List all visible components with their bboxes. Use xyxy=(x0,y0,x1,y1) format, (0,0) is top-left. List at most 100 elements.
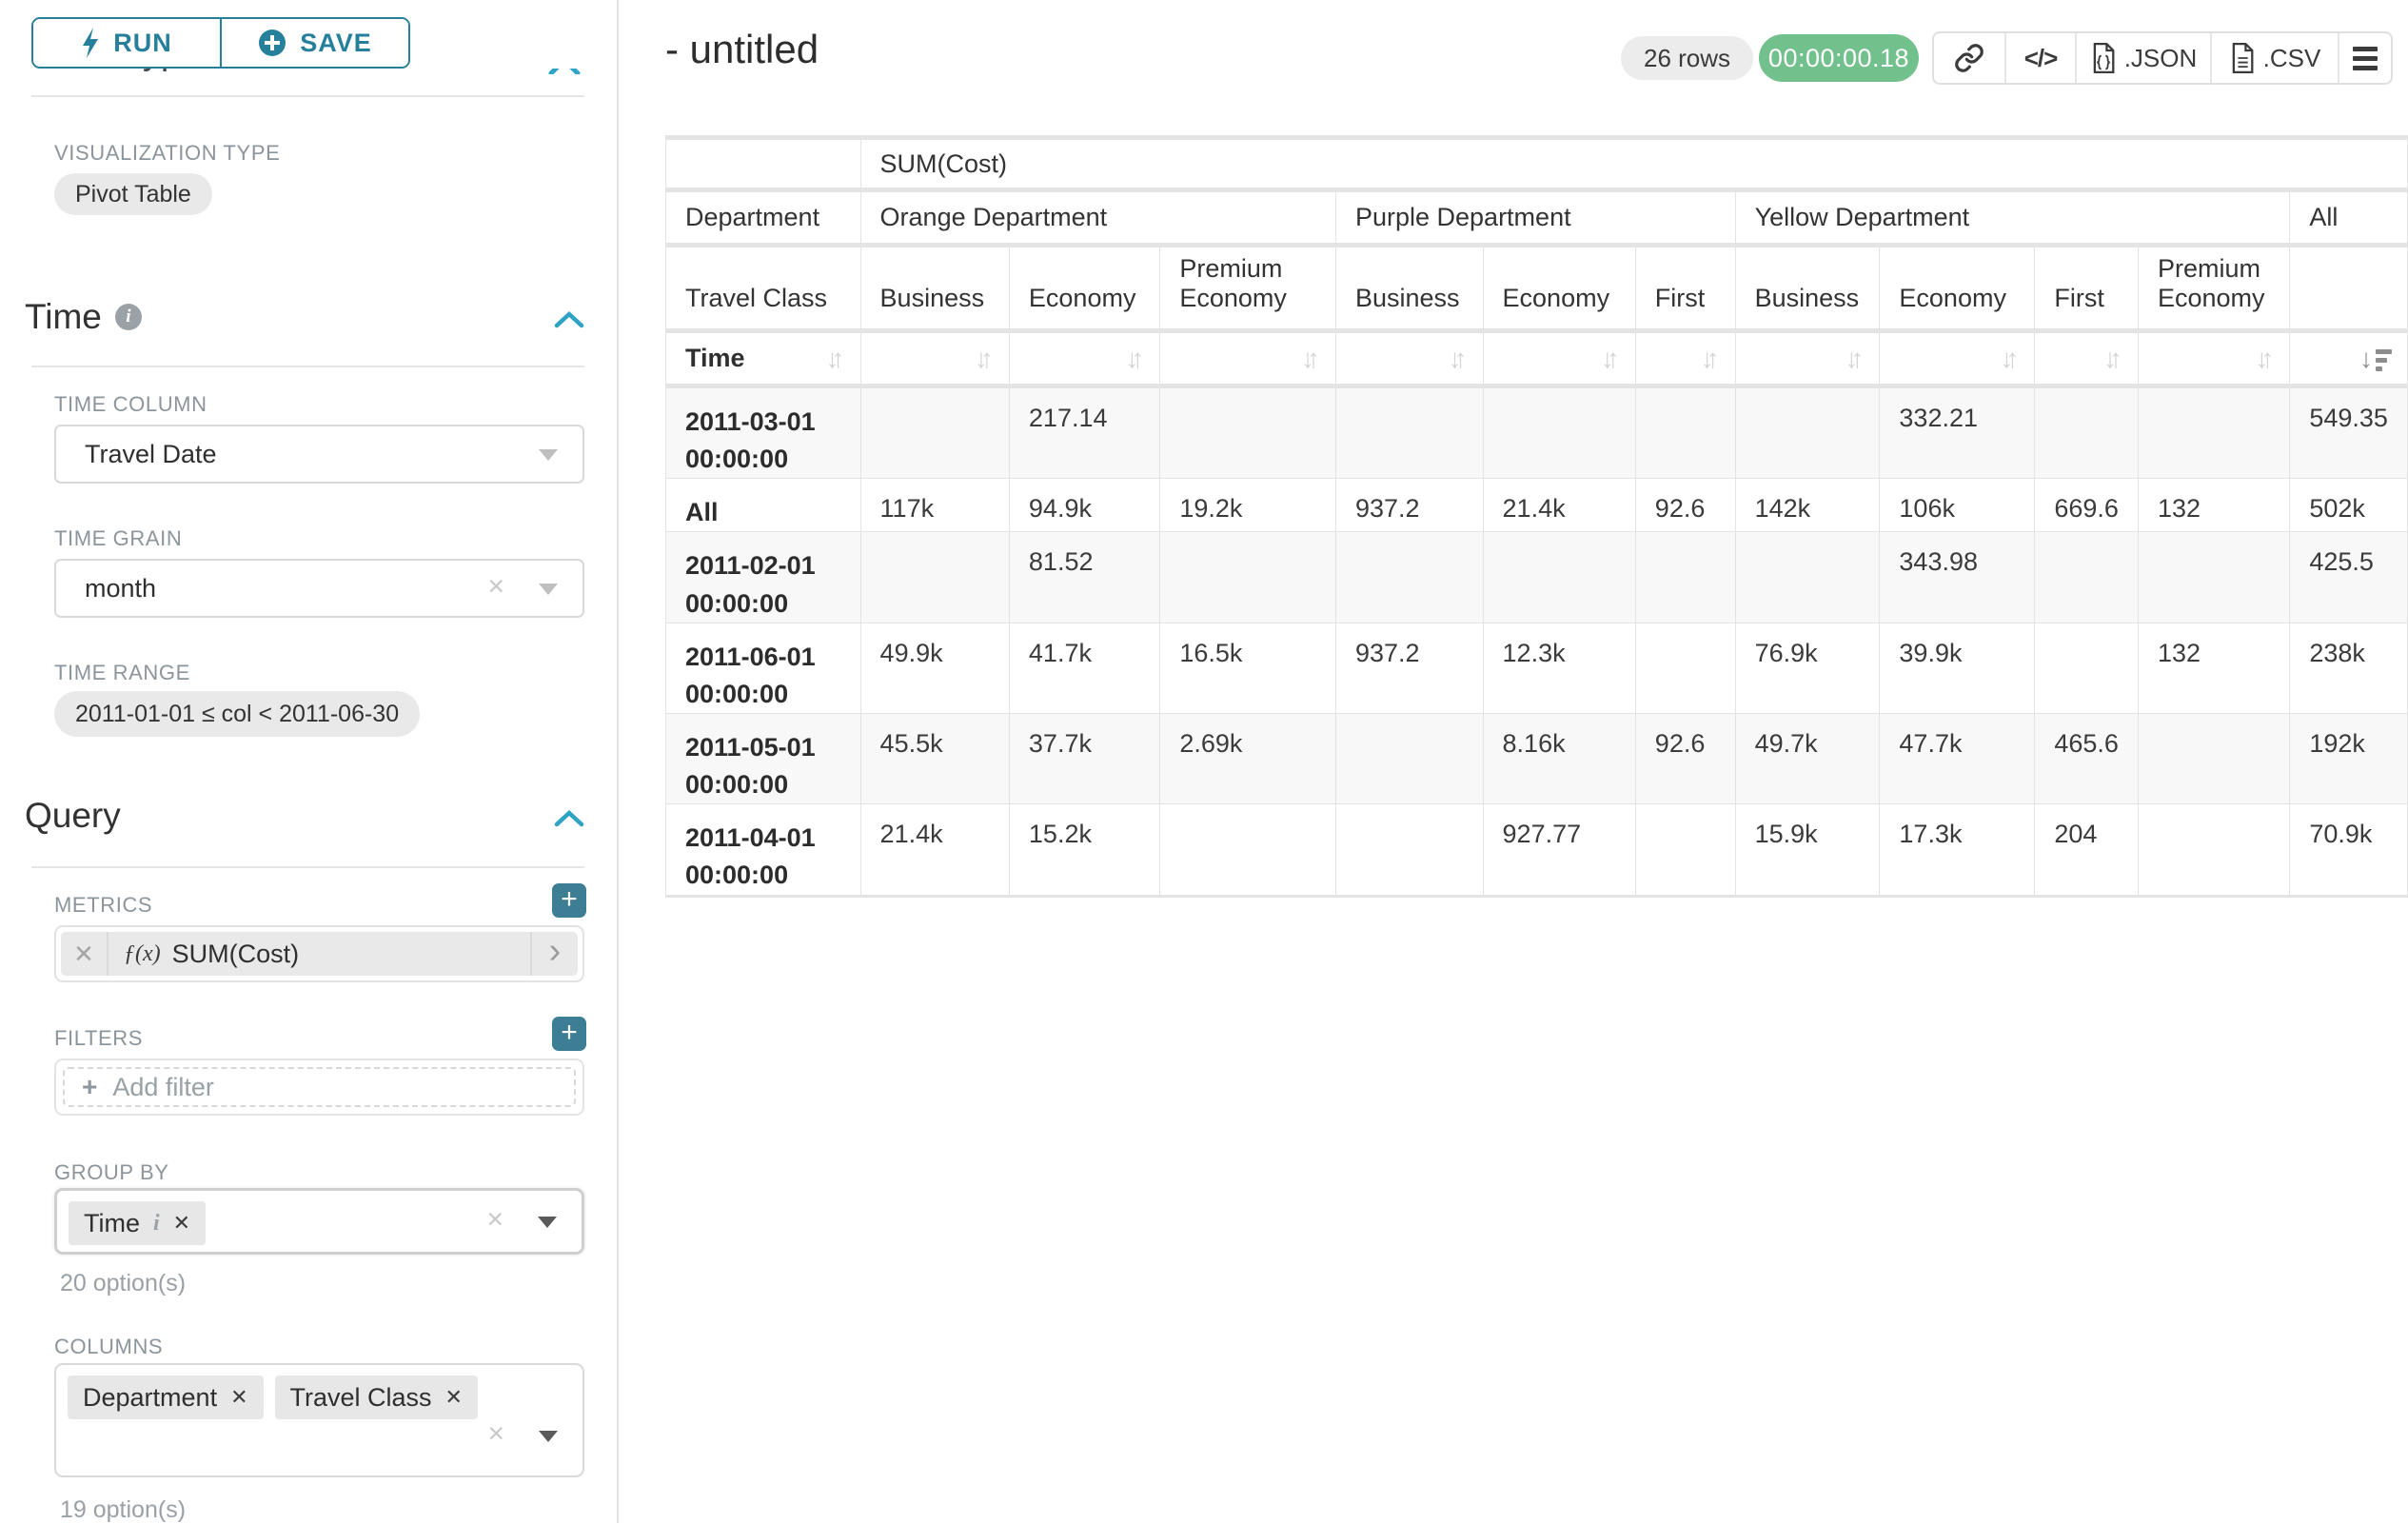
cell-value: 16.5k xyxy=(1160,623,1336,713)
sort-icon[interactable]: ↓↑ xyxy=(2255,344,2274,374)
sort-icon[interactable]: ↓↑ xyxy=(1701,344,1720,374)
lightning-icon xyxy=(81,28,100,58)
add-metric-button[interactable]: + xyxy=(552,883,586,918)
collapse-query-icon[interactable] xyxy=(554,809,584,828)
time-grain-select[interactable]: month × xyxy=(54,559,584,618)
filters-label: FILTERS xyxy=(54,1026,143,1051)
column-group-header: Orange Department xyxy=(860,190,1335,246)
pivot-table-container: SUM(Cost)DepartmentOrange DepartmentPurp… xyxy=(665,135,2408,898)
more-options-button[interactable] xyxy=(2338,33,2391,83)
cell-value: 37.7k xyxy=(1009,713,1159,803)
caret-down-icon xyxy=(539,449,558,461)
cell-value: 49.7k xyxy=(1735,713,1880,803)
time-range-pill[interactable]: 2011-01-01 ≤ col < 2011-06-30 xyxy=(54,691,420,737)
metric-pill[interactable]: ✕ ƒ(x) SUM(Cost) › xyxy=(61,932,578,976)
column-group-header: Yellow Department xyxy=(1735,190,2290,246)
add-filter-dropzone[interactable]: + Add filter xyxy=(63,1067,576,1107)
tag-label: Time xyxy=(84,1209,140,1238)
cell-value: 17.3k xyxy=(1880,804,2035,896)
plus-icon: + xyxy=(561,885,578,914)
cell-value: 217.14 xyxy=(1009,386,1159,479)
cell-value xyxy=(1335,713,1483,803)
time-column-select[interactable]: Travel Date xyxy=(54,425,584,484)
divider xyxy=(31,366,584,367)
column-header xyxy=(2290,246,2408,331)
view-query-button[interactable]: </> xyxy=(2004,33,2075,83)
remove-metric-icon[interactable]: ✕ xyxy=(61,932,109,976)
sort-icon[interactable]: ↓↑ xyxy=(2103,344,2122,374)
cell-value xyxy=(1635,386,1735,479)
cell-value xyxy=(2138,804,2289,896)
row-label: 2011-06-01 00:00:00 xyxy=(666,623,861,713)
department-header-row: DepartmentOrange DepartmentPurple Depart… xyxy=(666,190,2408,246)
cell-value xyxy=(1483,532,1635,623)
clear-icon[interactable]: × xyxy=(487,1418,504,1451)
group-by-label: GROUP BY xyxy=(54,1160,169,1185)
export-csv-button[interactable]: .CSV xyxy=(2210,33,2338,83)
cell-value: 142k xyxy=(1735,479,1880,532)
time-sort-row: Time↓↑↓↑↓↑↓↑↓↑↓↑↓↑↓↑↓↑↓↑↓↑↓ xyxy=(666,331,2408,386)
collapse-time-icon[interactable] xyxy=(554,310,584,329)
remove-tag-icon[interactable]: ✕ xyxy=(230,1385,247,1410)
json-file-icon xyxy=(2090,43,2117,73)
dimension-tag[interactable]: Timei ✕ xyxy=(69,1201,206,1245)
cell-value xyxy=(860,532,1009,623)
cell-value xyxy=(1735,386,1880,479)
sub-dim-header: Travel Class xyxy=(666,246,861,331)
chevron-right-icon[interactable]: › xyxy=(530,932,578,976)
time-grain-label: TIME GRAIN xyxy=(54,526,182,551)
remove-tag-icon[interactable]: ✕ xyxy=(445,1385,463,1410)
cell-value: 41.7k xyxy=(1009,623,1159,713)
columns-select[interactable]: Department✕ Travel Class ✕ × xyxy=(54,1363,584,1477)
chart-type-collapse-icon[interactable] xyxy=(548,69,581,74)
metric-header-cell: SUM(Cost) xyxy=(860,138,2407,190)
clear-icon[interactable]: × xyxy=(487,571,504,604)
time-range-label: TIME RANGE xyxy=(54,661,190,685)
caret-down-icon xyxy=(539,584,558,595)
info-icon: i xyxy=(153,1211,160,1237)
tag-label: Travel Class xyxy=(290,1383,432,1413)
row-label: 2011-04-01 00:00:00 xyxy=(666,804,861,896)
column-header: Premium Economy xyxy=(2138,246,2289,331)
sort-icon[interactable]: ↓↑ xyxy=(975,344,994,374)
chart-panel: - untitled 26 rows 00:00:00.18 </> .JSON xyxy=(619,0,2408,1523)
export-json-button[interactable]: .JSON xyxy=(2075,33,2210,83)
column-header: Business xyxy=(860,246,1009,331)
dimension-tag[interactable]: Department✕ xyxy=(68,1376,264,1419)
cell-value: 343.98 xyxy=(1880,532,2035,623)
clear-icon[interactable]: × xyxy=(486,1204,503,1237)
sort-icon[interactable]: ↓↑ xyxy=(826,344,845,374)
sort-icon[interactable]: ↓↑ xyxy=(1125,344,1144,374)
run-button[interactable]: RUN xyxy=(33,19,220,67)
sort-cell: ↓↑ xyxy=(860,331,1009,386)
corner-cell xyxy=(666,138,861,190)
sort-icon[interactable]: ↓↑ xyxy=(2000,344,2019,374)
columns-label: COLUMNS xyxy=(54,1335,163,1359)
sort-icon[interactable]: ↓↑ xyxy=(1845,344,1864,374)
fx-icon: ƒ(x) xyxy=(124,941,161,967)
column-group-header: All xyxy=(2290,190,2408,246)
share-link-button[interactable] xyxy=(1934,33,2004,83)
dimension-tag[interactable]: Travel Class ✕ xyxy=(275,1376,478,1419)
cell-value: 204 xyxy=(2035,804,2139,896)
group-by-select[interactable]: Timei ✕ × xyxy=(54,1188,584,1255)
sort-desc-icon[interactable]: ↓ xyxy=(2359,345,2392,373)
sort-icon[interactable]: ↓↑ xyxy=(1301,344,1320,374)
sort-cell: ↓↑ xyxy=(2035,331,2139,386)
sort-icon[interactable]: ↓↑ xyxy=(1449,344,1468,374)
cell-value: 81.52 xyxy=(1009,532,1159,623)
columns-options-hint: 19 option(s) xyxy=(60,1496,186,1524)
sort-icon[interactable]: ↓↑ xyxy=(1601,344,1620,374)
cell-value: 8.16k xyxy=(1483,713,1635,803)
remove-tag-icon[interactable]: ✕ xyxy=(173,1211,190,1236)
save-button[interactable]: SAVE xyxy=(220,19,408,67)
cell-value xyxy=(2138,713,2289,803)
cell-value: 937.2 xyxy=(1335,623,1483,713)
add-filter-button[interactable]: + xyxy=(552,1017,586,1051)
column-header: Economy xyxy=(1483,246,1635,331)
cell-value: 132 xyxy=(2138,623,2289,713)
viz-type-pill[interactable]: Pivot Table xyxy=(54,173,212,215)
cell-value xyxy=(1335,532,1483,623)
column-header: Business xyxy=(1735,246,1880,331)
time-column-label: TIME COLUMN xyxy=(54,392,207,417)
